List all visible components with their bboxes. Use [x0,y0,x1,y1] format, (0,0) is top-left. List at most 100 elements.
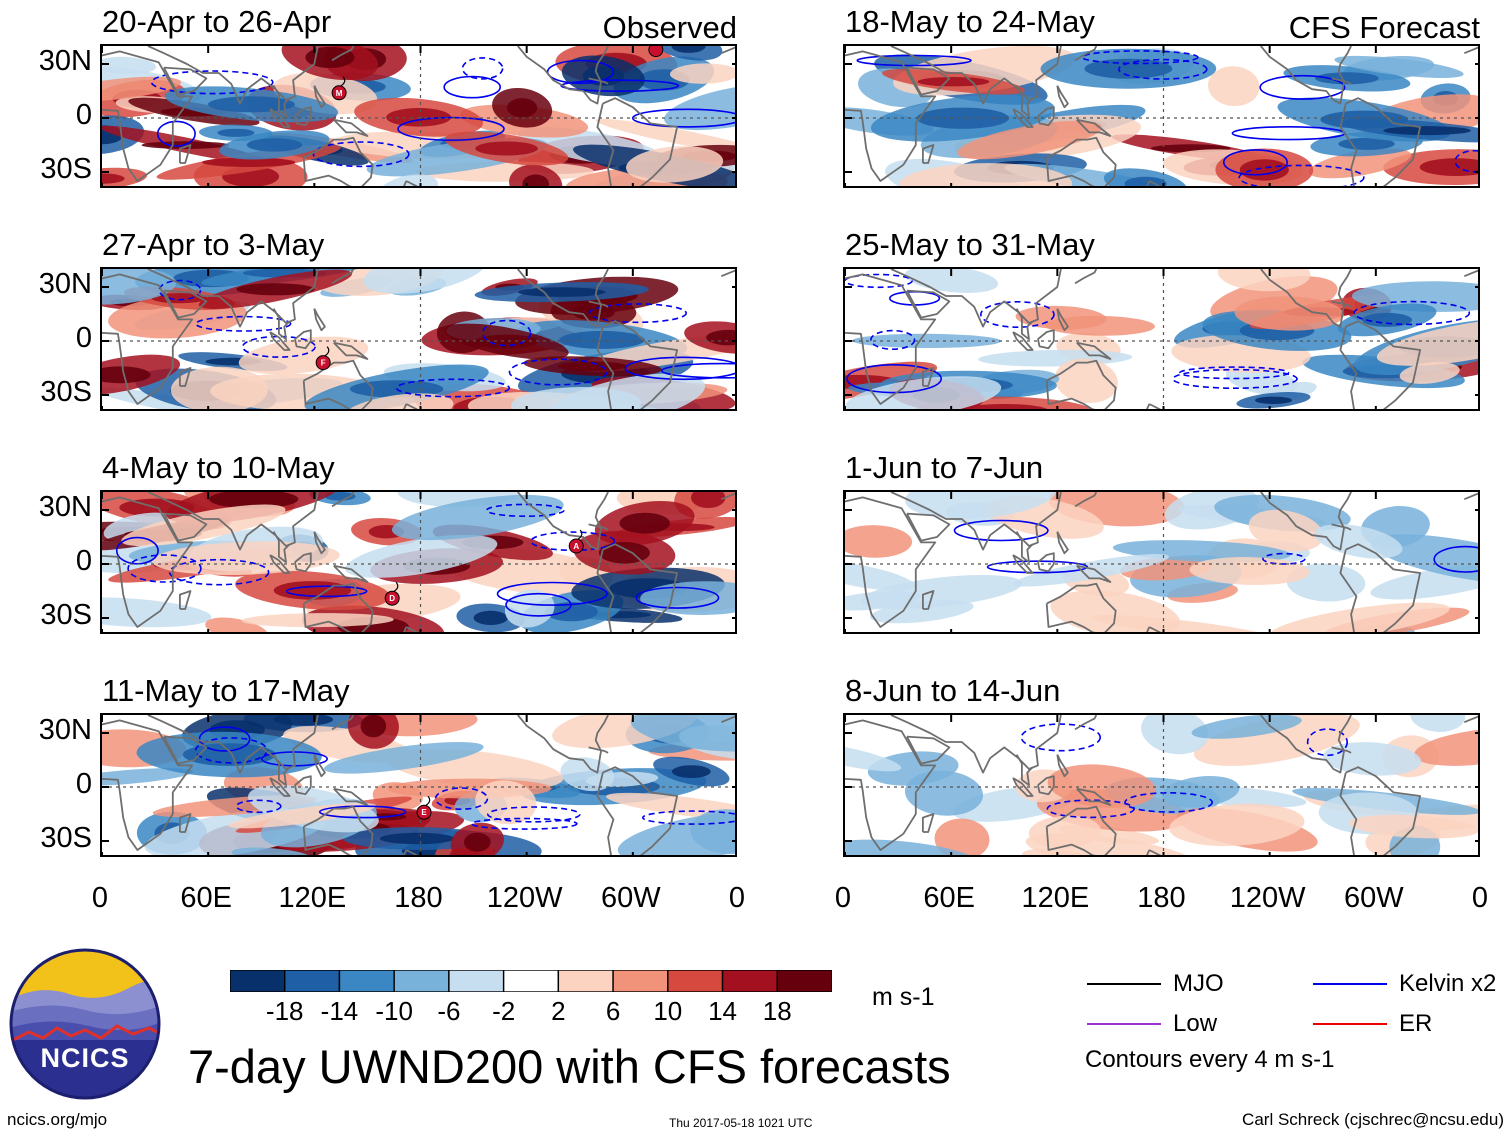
svg-text:A: A [573,542,579,551]
storm-marker: D [384,581,400,606]
legend-label: Low [1173,1010,1218,1037]
coastline-newzealand [1146,849,1161,855]
coastline-sumatra [1012,777,1034,797]
anomaly-field [1012,554,1169,587]
coastline-newzealand [1146,626,1161,632]
coastline-philippines [313,754,326,778]
colorbar-tick-label: -10 [375,996,413,1026]
panel-title: 11-May to 17-May [102,673,350,708]
anomaly-field [1248,509,1324,552]
x-tick-label: 60W [601,882,661,914]
coastline-cuba [1331,300,1352,308]
coastline-sumatra [1012,331,1034,351]
kelvin-contour-positive [285,585,368,598]
coastline-africa [102,50,194,182]
anomaly-field [102,76,182,102]
coastline-africa [845,50,937,182]
anomaly-field [852,333,1002,349]
storm-marker [648,46,664,58]
kelvin-contour-negative [486,806,581,823]
anomaly-field [1028,815,1102,849]
coastline-newzealand [403,180,418,186]
coastline-madagascar [179,144,192,164]
kelvin-contour-negative [845,273,913,289]
colorbar-tick-label: -18 [265,996,304,1026]
coastline-africa [845,719,937,851]
anomaly-field [1376,318,1478,366]
anomaly-core [544,602,598,622]
figure-title: 7-day UWND200 with CFS forecasts [188,1040,951,1093]
anomaly-field [1413,728,1478,766]
coastline-newzealand [403,849,418,855]
anomaly-field [845,525,913,558]
kelvin-contour-negative [1172,368,1298,389]
anomaly-field [1269,602,1450,632]
coastline-philippines [313,531,326,555]
anomaly-core [1361,312,1413,327]
svg-text:M: M [336,89,343,98]
coastline-japan [1074,269,1098,285]
anomaly-field [151,541,340,575]
legend-line-er [1313,1023,1387,1025]
kelvin-contour-negative [508,358,608,386]
kelvin-contour-negative [979,300,1055,328]
svg-text:E: E [421,808,427,817]
colorbar-tick-label: 10 [653,996,683,1026]
coastline-australia [1045,136,1117,186]
coastline-japan [331,715,355,731]
coastline-samerica [1339,320,1421,409]
site-url: ncics.org/mjo [7,1110,108,1129]
anomaly-core [1338,137,1395,150]
coastline-australia [302,136,374,186]
coastline-sumatra [269,554,291,574]
x-tick-label: 120W [1229,882,1306,914]
anomaly-core [102,366,151,384]
map-svg [845,492,1478,632]
coastline-africa [845,273,937,405]
coastline-philippines [1056,308,1069,332]
anomaly-field [345,534,498,578]
anomaly-field [845,590,921,611]
coastline-europe [720,715,735,724]
kelvin-contour-positive [1222,149,1288,176]
storm-marker: E [416,795,432,820]
colorbar-tick-label: -6 [437,996,461,1026]
coastline-arabia [163,289,208,319]
coastline-cuba [588,300,609,308]
coastline-newguinea [1076,118,1112,137]
coastline-asia [890,269,1062,328]
coastline-madagascar [922,813,935,833]
coastline-philippines [1056,85,1069,109]
kelvin-contour-negative [1081,50,1199,65]
coastline-japan [1074,492,1098,508]
coastline-madagascar [922,590,935,610]
coastline-madagascar [179,590,192,610]
anomaly-field [626,146,724,183]
anomaly-core [522,174,550,186]
anomaly-field [1141,715,1209,755]
map-svg: E [102,715,735,855]
anomaly-field [1234,296,1344,331]
coastline-sumatra [1012,554,1034,574]
x-tick-label: 0 [728,882,746,914]
anomaly-field [1334,55,1464,78]
colorbar-bin [721,969,778,993]
y-tick-label: 30N [38,491,92,523]
kelvin-contour-negative [235,799,282,814]
coastline-arabia [906,289,951,319]
colorbar-tick-label: 2 [551,996,566,1026]
anomaly-field [957,120,1102,160]
contour-note: Contours every 4 m s-1 [1085,1046,1335,1073]
anomaly-core [1254,396,1293,404]
coastline-newguinea [1076,341,1112,360]
coastline-japan [331,269,355,285]
kelvin-contour-negative [1046,799,1135,819]
x-tick-label: 120E [278,882,347,914]
coastline-arabia [906,512,951,542]
anomaly-core [671,46,706,53]
coastline-japan [331,492,355,508]
coastline-namerica [1260,715,1352,774]
kelvin-contour-negative [312,141,410,168]
coastline-borneo [1037,552,1055,573]
coastline-cuba [1331,746,1352,754]
